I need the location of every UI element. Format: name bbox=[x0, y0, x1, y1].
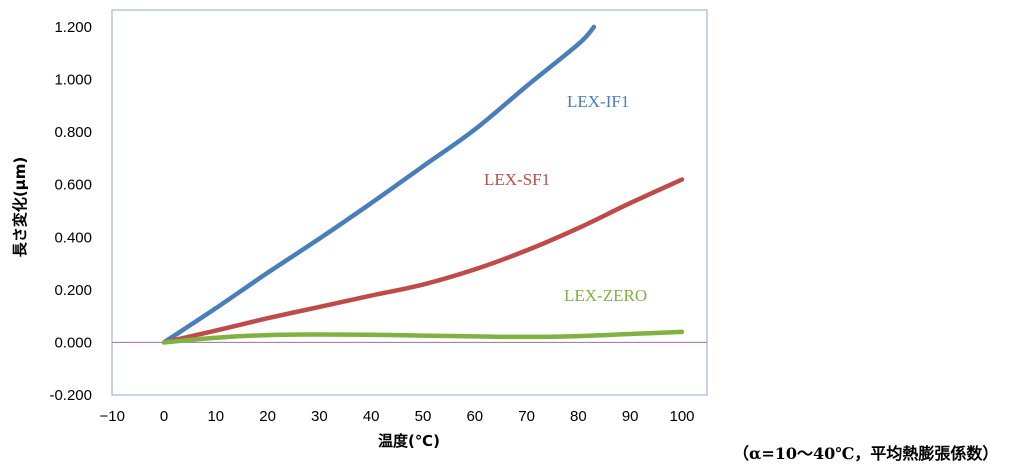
x-tick-label: 80 bbox=[570, 408, 587, 425]
series-line-lex-sf1 bbox=[161, 177, 685, 345]
series-line-lex-zero bbox=[161, 329, 685, 345]
y-tick-label: -0.200 bbox=[49, 387, 92, 404]
x-tick-label: 50 bbox=[415, 408, 432, 425]
y-tick-label: 0.800 bbox=[54, 124, 92, 141]
x-tick-label: 70 bbox=[518, 408, 535, 425]
footnote: （α=10～40℃，平均熱膨張係数） bbox=[733, 444, 999, 463]
series-label-lex-zero: LEX-ZERO bbox=[564, 286, 647, 305]
y-tick-label: 0.200 bbox=[54, 282, 92, 299]
y-tick-label: 0.000 bbox=[54, 334, 92, 351]
x-tick-label: 100 bbox=[669, 408, 694, 425]
x-axis-title: 温度(℃) bbox=[378, 432, 440, 450]
x-tick-label: 20 bbox=[259, 408, 276, 425]
series-line-lex-if1 bbox=[161, 24, 597, 345]
y-axis-title: 長さ変化(μm) bbox=[11, 157, 29, 257]
x-tick-label: 40 bbox=[363, 408, 380, 425]
x-tick-label: 30 bbox=[311, 408, 328, 425]
x-tick-label: 60 bbox=[466, 408, 483, 425]
y-tick-label: 0.400 bbox=[54, 229, 92, 246]
x-tick-label: 10 bbox=[207, 408, 224, 425]
x-tick-label: −10 bbox=[99, 408, 124, 425]
x-tick-label: 0 bbox=[160, 408, 168, 425]
y-tick-label: 1.200 bbox=[54, 19, 92, 36]
y-tick-label: 1.000 bbox=[54, 72, 92, 89]
series-label-lex-sf1: LEX-SF1 bbox=[484, 170, 550, 189]
x-tick-label: 90 bbox=[622, 408, 639, 425]
series-label-lex-if1: LEX-IF1 bbox=[567, 92, 629, 111]
y-tick-label: 0.600 bbox=[54, 177, 92, 194]
